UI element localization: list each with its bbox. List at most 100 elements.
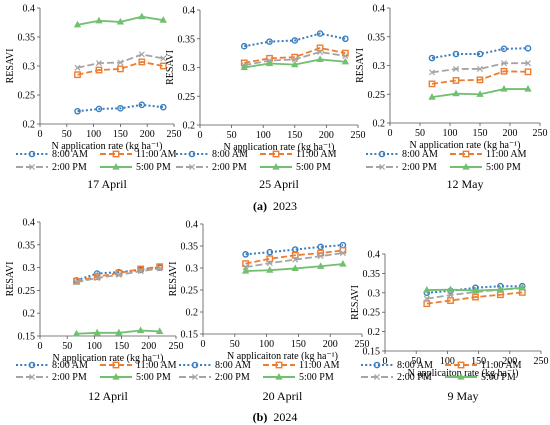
x-tick-label: 100 (86, 129, 101, 140)
legend-swatch-marker (275, 361, 283, 369)
x-tick-label: 200 (503, 128, 518, 139)
data-point (428, 54, 436, 62)
data-point (240, 63, 248, 71)
legend-entry: 8:00 AM (16, 360, 88, 371)
legend-entry: 11:00 AM (445, 360, 522, 371)
data-point (117, 59, 124, 66)
y-tick-label: 0.3 (23, 62, 36, 73)
series-line-1100AM (77, 61, 164, 76)
legend-swatch-marker (112, 150, 120, 158)
data-point (317, 253, 324, 260)
legend-swatch-marker (28, 373, 36, 381)
data-point (428, 93, 436, 100)
y-tick-label: 0.35 (18, 240, 36, 251)
data-point (160, 55, 167, 62)
legend-swatch-marker (272, 162, 280, 170)
x-axis-label: N applicaiton rate (kg ha⁻¹) (407, 368, 518, 379)
data-point (74, 64, 81, 71)
data-point (423, 295, 430, 302)
x-axis-label: N application rate (kg ha⁻¹) (409, 140, 520, 151)
legend-label: 11:00 AM (136, 360, 177, 371)
data-point (472, 293, 479, 301)
legend-label: 11:00 AM (481, 360, 522, 371)
data-point (95, 16, 103, 24)
y-tick-label: 0.2 (23, 120, 36, 131)
x-tick-label: 100 (259, 339, 274, 350)
legend-swatch-marker (272, 150, 280, 158)
legend-swatch-marker (462, 162, 470, 170)
chart-title: 9 May (448, 389, 479, 403)
x-tick-label: 250 (351, 130, 366, 141)
legend-label: 8:00 AM (212, 149, 248, 160)
legend-label: 11:00 AM (296, 149, 337, 160)
y-axis-label: RESAVI (5, 262, 16, 297)
y-tick-label: 0.15 (181, 330, 199, 341)
y-tick-label: 0.35 (363, 269, 381, 280)
data-point (476, 90, 484, 97)
data-point (317, 243, 324, 251)
y-axis-label: RESAVI (168, 262, 179, 297)
data-point (496, 285, 505, 293)
data-point (95, 60, 102, 67)
data-point (339, 260, 347, 267)
row-caption-2023: (a) 2023 (253, 199, 297, 213)
series-line-800AM (431, 47, 529, 60)
legend-entry: 11:00 AM (100, 149, 177, 160)
y-tick-label: 0.25 (368, 90, 386, 101)
data-point (116, 65, 124, 73)
data-point (500, 85, 508, 92)
data-point (447, 292, 454, 299)
data-point (291, 60, 299, 68)
y-tick-label: 0.25 (18, 91, 36, 102)
row-caption-2024-label: (b) (253, 410, 268, 424)
data-point (74, 71, 81, 79)
data-point (138, 51, 145, 58)
y-tick-label: 0.35 (178, 34, 196, 45)
x-axis-label: N applicaiton rate (kg ha⁻¹) (227, 351, 338, 362)
y-tick-label: 0.4 (368, 250, 381, 261)
x-tick-label: 0 (198, 130, 203, 141)
legend-swatch-marker (28, 361, 36, 369)
x-tick-label: 50 (62, 129, 72, 140)
row-caption-2023-label: (a) (253, 199, 267, 213)
data-point (266, 260, 273, 267)
legend-entry: 11:00 AM (100, 360, 177, 371)
series-line-1100AM (426, 291, 523, 305)
series-line-800AM (426, 285, 523, 294)
legend-label: 5:00 PM (481, 372, 516, 383)
y-tick-label: 0.25 (178, 92, 196, 103)
legend-entry: 5:00 PM (263, 372, 334, 383)
legend-label: 11:00 AM (136, 149, 177, 160)
legend-entry: 8:00 AM (366, 149, 438, 160)
y-tick-label: 0.3 (368, 288, 381, 299)
legend-entry: 2:00 PM (16, 372, 87, 383)
data-point (115, 271, 122, 278)
legend-swatch-marker (191, 361, 199, 369)
data-point (428, 69, 436, 76)
data-point (452, 89, 460, 97)
legend-swatch-marker (378, 163, 386, 171)
y-tick-label: 0.25 (18, 286, 36, 297)
legend-swatch-marker (28, 150, 36, 158)
chart-panel-6: 0.15 0.2 0.25 0.3 0.35 0.4 0 50 100 150 200 250 RESA… (350, 250, 549, 404)
x-tick-label: 150 (287, 130, 302, 141)
legend-label: 2:00 PM (52, 372, 87, 383)
chart-panel-1: 0.2 0.25 0.3 0.35 0.4 0 50 100 150 200 250 RESAVI N … (5, 4, 182, 192)
data-point (500, 45, 508, 53)
legend-swatch-marker (188, 150, 196, 158)
y-tick-label: 0.2 (186, 308, 199, 319)
legend-swatch-marker (462, 150, 470, 158)
chart-title: 17 April (87, 177, 127, 191)
legend-label: 8:00 AM (397, 360, 433, 371)
legend-entry: 2:00 PM (361, 372, 432, 383)
chart-title: 12 April (88, 389, 128, 403)
x-tick-label: 0 (38, 341, 43, 352)
data-point (138, 101, 146, 109)
legend-label: 8:00 AM (52, 149, 88, 160)
legend-entry: 8:00 AM (179, 360, 251, 371)
data-point (73, 279, 80, 286)
data-point (452, 77, 460, 84)
x-axis-label: N application rate (kg ha⁻¹) (51, 141, 162, 152)
data-point (266, 248, 274, 256)
data-point (339, 250, 346, 257)
